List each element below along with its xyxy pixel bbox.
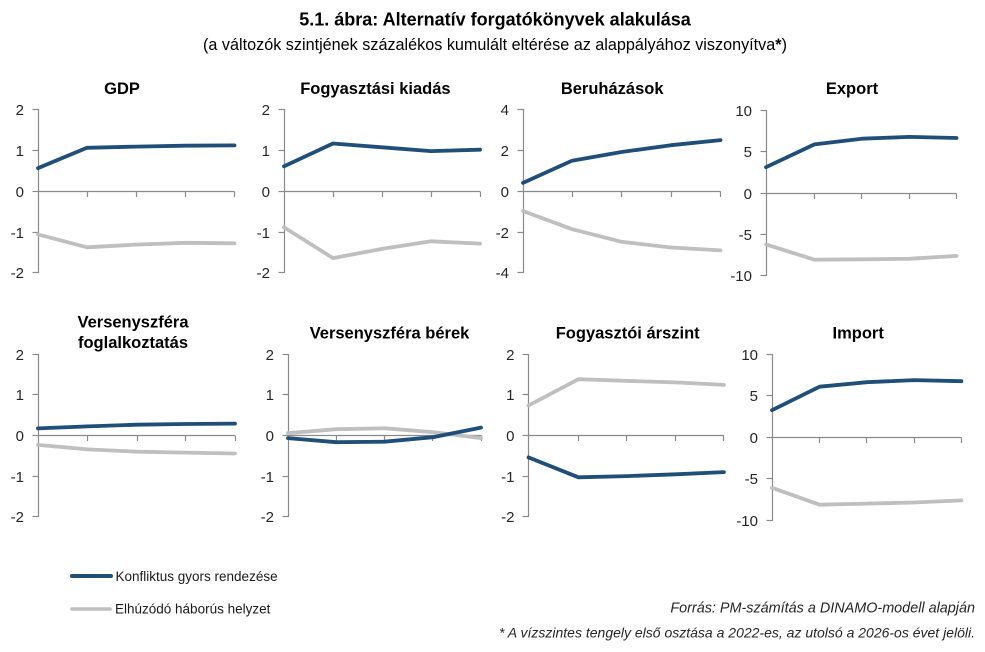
svg-text:foglalkoztatás: foglalkoztatás [78, 334, 188, 352]
svg-text:-2: -2 [257, 265, 270, 282]
svg-text:Import: Import [833, 325, 885, 343]
svg-text:5: 5 [744, 144, 752, 161]
svg-text:Fogyasztói árszint: Fogyasztói árszint [556, 325, 700, 343]
svg-text:1: 1 [16, 143, 24, 160]
svg-text:2: 2 [16, 347, 24, 364]
svg-text:5: 5 [750, 388, 758, 405]
svg-text:2: 2 [501, 143, 509, 160]
svg-text:0: 0 [750, 430, 758, 447]
svg-text:-5: -5 [745, 471, 758, 488]
svg-text:2: 2 [506, 347, 514, 364]
svg-text:-1: -1 [257, 225, 270, 242]
svg-text:Forrás: PM-számítás a DINAMO-m: Forrás: PM-számítás a DINAMO-modell alap… [670, 600, 975, 616]
svg-text:10: 10 [735, 103, 752, 120]
svg-text:2: 2 [16, 102, 24, 119]
svg-text:1: 1 [506, 387, 514, 404]
svg-text:4: 4 [501, 102, 509, 119]
svg-text:-2: -2 [501, 509, 514, 526]
svg-text:1: 1 [266, 387, 274, 404]
svg-text:-4: -4 [496, 265, 509, 282]
svg-text:Fogyasztási kiadás: Fogyasztási kiadás [300, 80, 450, 98]
svg-text:0: 0 [744, 186, 752, 203]
svg-text:10: 10 [741, 347, 758, 364]
svg-text:GDP: GDP [104, 80, 140, 98]
svg-text:Elhúzódó háborús helyzet: Elhúzódó háborús helyzet [115, 602, 271, 617]
svg-text:2: 2 [262, 102, 270, 119]
svg-text:-10: -10 [736, 513, 758, 530]
svg-text:Versenyszféra bérek: Versenyszféra bérek [310, 325, 470, 343]
svg-text:-2: -2 [11, 509, 24, 526]
svg-text:0: 0 [16, 428, 24, 445]
svg-text:* A vízszintes tengely első os: * A vízszintes tengely első osztása a 20… [499, 624, 975, 640]
svg-text:-2: -2 [11, 265, 24, 282]
svg-text:0: 0 [16, 184, 24, 201]
svg-text:Export: Export [826, 80, 879, 98]
svg-text:0: 0 [262, 184, 270, 201]
svg-text:-10: -10 [730, 268, 752, 285]
svg-text:-5: -5 [739, 227, 752, 244]
svg-text:-1: -1 [501, 469, 514, 486]
svg-text:-1: -1 [11, 225, 24, 242]
svg-text:-1: -1 [261, 469, 274, 486]
svg-text:Beruházások: Beruházások [561, 80, 665, 98]
svg-text:0: 0 [266, 428, 274, 445]
svg-text:1: 1 [16, 387, 24, 404]
svg-text:0: 0 [501, 184, 509, 201]
svg-text:0: 0 [506, 428, 514, 445]
svg-text:Konfliktus gyors rendezése: Konfliktus gyors rendezése [116, 569, 278, 584]
svg-text:-1: -1 [11, 469, 24, 486]
svg-text:Versenyszféra: Versenyszféra [78, 314, 190, 332]
svg-text:-2: -2 [496, 225, 509, 242]
svg-text:2: 2 [266, 347, 274, 364]
svg-text:(a változók szintjének százalé: (a változók szintjének százalékos kumulá… [203, 36, 787, 54]
svg-text:-2: -2 [261, 509, 274, 526]
svg-text:1: 1 [262, 143, 270, 160]
svg-text:5.1. ábra: Alternatív forgatók: 5.1. ábra: Alternatív forgatókönyvek ala… [299, 10, 691, 30]
